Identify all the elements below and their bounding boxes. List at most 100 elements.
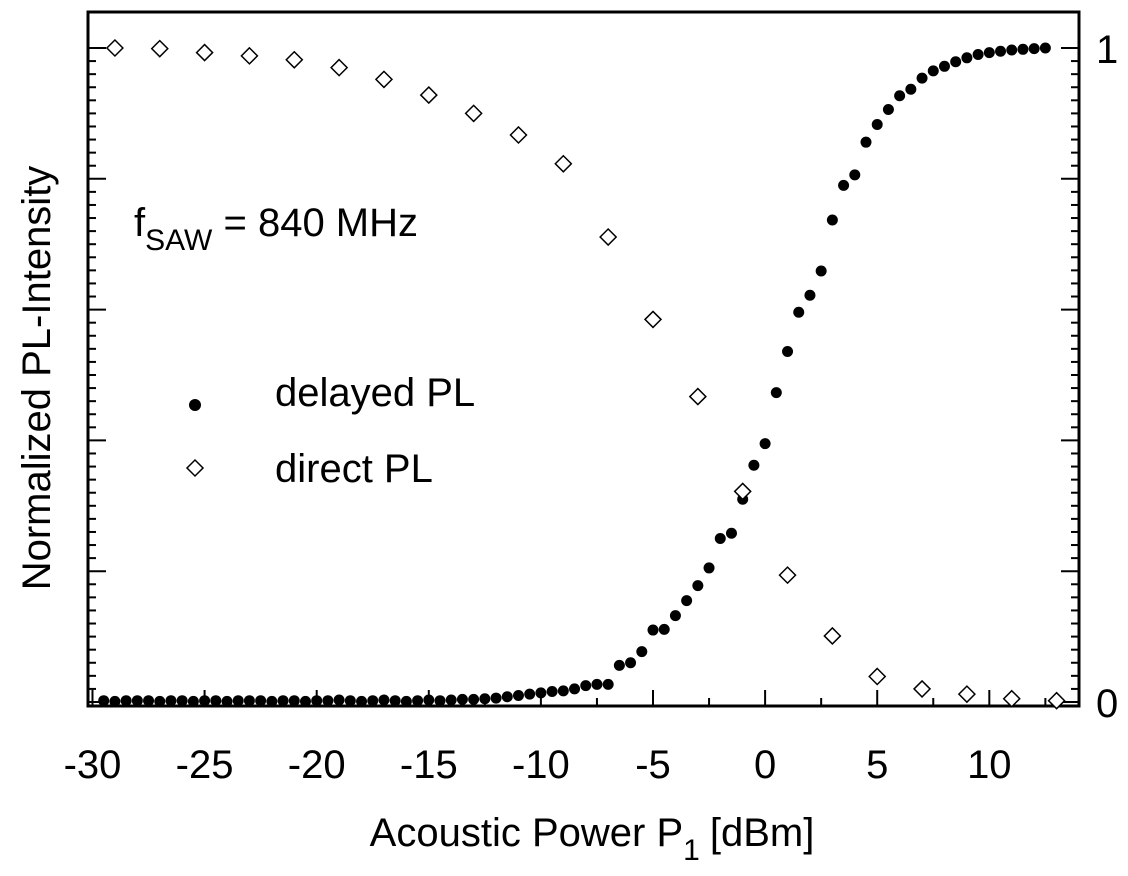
delayed-pl-point (815, 265, 827, 277)
direct-pl-point (643, 310, 663, 329)
x-tick-label: 0 (754, 743, 776, 787)
delayed-pl-point (255, 695, 267, 707)
delayed-pl-point (456, 693, 468, 705)
delayed-pl-point (412, 695, 424, 707)
legend-label-delayed: delayed PL (275, 371, 475, 415)
direct-pl-point (1002, 689, 1021, 708)
delayed-pl-point (277, 695, 289, 707)
delayed-pl-point (905, 83, 917, 95)
delayed-pl-point (849, 169, 861, 181)
delayed-pl-point (894, 90, 906, 102)
delayed-pl-point (120, 695, 132, 707)
delayed-pl-point (1017, 43, 1029, 55)
x-tick-label: -25 (176, 743, 234, 787)
delayed-pl-point (512, 689, 524, 701)
direct-pl-point (240, 46, 259, 65)
x-tick-labels: -30 -25 -20 -15 -10 -5 0 5 10 (64, 743, 1012, 787)
x-axis-label-subscript: 1 (683, 834, 700, 867)
axis-ticks (88, 47, 1079, 706)
delayed-pl-point (109, 695, 121, 707)
delayed-pl-point (322, 695, 334, 707)
delayed-pl-point (636, 646, 648, 658)
delayed-pl-point (232, 695, 244, 707)
direct-pl-point (509, 125, 528, 145)
direct-pl-point (868, 667, 887, 686)
y-right-tick-label: 1 (1096, 28, 1118, 72)
delayed-pl-point (378, 694, 390, 706)
direct-pl-point (554, 154, 573, 173)
direct-pl-point (733, 482, 752, 501)
delayed-pl-point (591, 678, 603, 690)
delayed-pl-point (423, 694, 435, 706)
delayed-pl-point (692, 580, 704, 592)
direct-pl-point (419, 86, 438, 105)
delayed-pl-point (535, 687, 547, 699)
delayed-pl-point (613, 659, 625, 671)
legend-marker-delayed (189, 399, 201, 411)
delayed-pl-point (524, 688, 536, 700)
delayed-pl-point (389, 695, 401, 707)
delayed-pl-point (860, 136, 872, 148)
delayed-pl-point (266, 695, 278, 707)
x-tick-label: -30 (64, 743, 122, 787)
direct-pl-point (688, 387, 707, 406)
x-tick-label: -15 (400, 743, 458, 787)
delayed-pl-point (748, 459, 760, 471)
delayed-pl-point (98, 695, 110, 707)
x-axis-label: Acoustic Power P1 [dBm] (370, 811, 815, 867)
delayed-pl-point (725, 527, 737, 539)
legend-label-direct: direct PL (275, 447, 433, 491)
delayed-pl-point (961, 52, 973, 64)
y-right-tick-labels: 01 (1096, 28, 1118, 726)
annotation-rest: = 840 MHz (212, 201, 418, 245)
delayed-pl-point (165, 695, 177, 707)
delayed-pl-point (950, 56, 962, 68)
delayed-pl-point (199, 695, 211, 707)
delayed-pl-point (927, 65, 939, 77)
delayed-pl-point (995, 45, 1007, 57)
delayed-pl-point (681, 595, 693, 607)
delayed-pl-point (131, 695, 143, 707)
delayed-pl-point (434, 695, 446, 707)
delayed-pl-point (882, 103, 894, 115)
delayed-pl-point (557, 685, 569, 697)
delayed-pl-point (288, 695, 300, 707)
delayed-pl-point (602, 678, 614, 690)
delayed-pl-point (154, 695, 166, 707)
delayed-pl-point (625, 657, 637, 669)
direct-pl-point (330, 58, 349, 77)
x-tick-label: 10 (967, 743, 1012, 787)
delayed-pl-point (1028, 43, 1040, 55)
direct-pl-point (195, 43, 214, 62)
delayed-pl-point (445, 694, 457, 706)
delayed-pl-point (344, 695, 356, 707)
x-axis-label-main: Acoustic Power P (370, 811, 683, 855)
direct-pl-point (1047, 691, 1066, 710)
x-tick-label: -20 (288, 743, 346, 787)
x-axis-label-unit: [dBm] (710, 811, 814, 855)
delayed-pl-point (871, 119, 883, 131)
delayed-pl-point (669, 610, 681, 622)
delayed-pl-point (143, 695, 155, 707)
delayed-pl-point (826, 214, 838, 226)
x-tick-label: -5 (635, 743, 671, 787)
legend: delayed PL direct PL (185, 371, 475, 491)
direct-pl-point (823, 626, 842, 646)
direct-pl-point (285, 50, 304, 69)
delayed-pl-point (176, 695, 188, 707)
delayed-pl-point (221, 695, 233, 707)
delayed-pl-point (210, 695, 222, 707)
delayed-pl-point (804, 289, 816, 301)
direct-pl-point (912, 679, 932, 698)
delayed-pl-point (569, 683, 581, 695)
delayed-pl-point (770, 387, 782, 399)
delayed-pl-point (479, 693, 491, 705)
delayed-pl-point (793, 306, 805, 318)
plot-frame (86, 10, 1081, 708)
frequency-annotation: fSAW = 840 MHz (134, 201, 418, 257)
direct-pl-point (105, 38, 124, 58)
delayed-pl-point (501, 691, 513, 703)
delayed-pl-point (311, 695, 323, 707)
delayed-pl-point (187, 695, 199, 707)
